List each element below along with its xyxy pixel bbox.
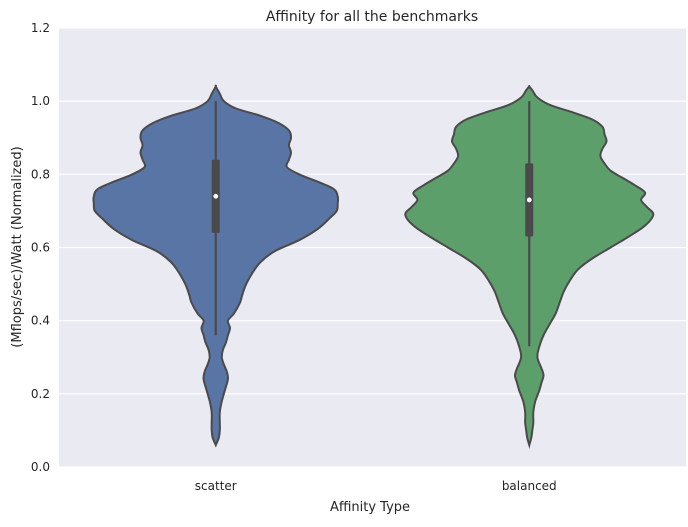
y-tick-label: 0.6 xyxy=(31,241,50,255)
x-tick-labels: scatter balanced xyxy=(195,479,557,493)
y-tick-label: 1.2 xyxy=(31,21,50,35)
chart-title: Affinity for all the benchmarks xyxy=(266,9,478,25)
y-tick-labels: 0.0 0.2 0.4 0.6 0.8 1.0 1.2 xyxy=(31,21,50,474)
x-tick-label: scatter xyxy=(195,479,237,493)
y-tick-label: 1.0 xyxy=(31,94,50,108)
y-tick-label: 0.0 xyxy=(31,460,50,474)
violins xyxy=(92,84,655,449)
violin-balanced xyxy=(404,85,655,449)
median-point xyxy=(526,197,532,203)
x-tick-label: balanced xyxy=(502,479,557,493)
y-tick-label: 0.2 xyxy=(31,387,50,401)
y-tick-label: 0.4 xyxy=(31,314,50,328)
violin-scatter xyxy=(92,84,340,448)
median-point xyxy=(213,193,219,199)
y-axis-label: (Mflops/sec)/Watt (Normalized) xyxy=(10,146,25,347)
y-tick-label: 0.8 xyxy=(31,167,50,181)
x-axis-label: Affinity Type xyxy=(330,500,410,515)
